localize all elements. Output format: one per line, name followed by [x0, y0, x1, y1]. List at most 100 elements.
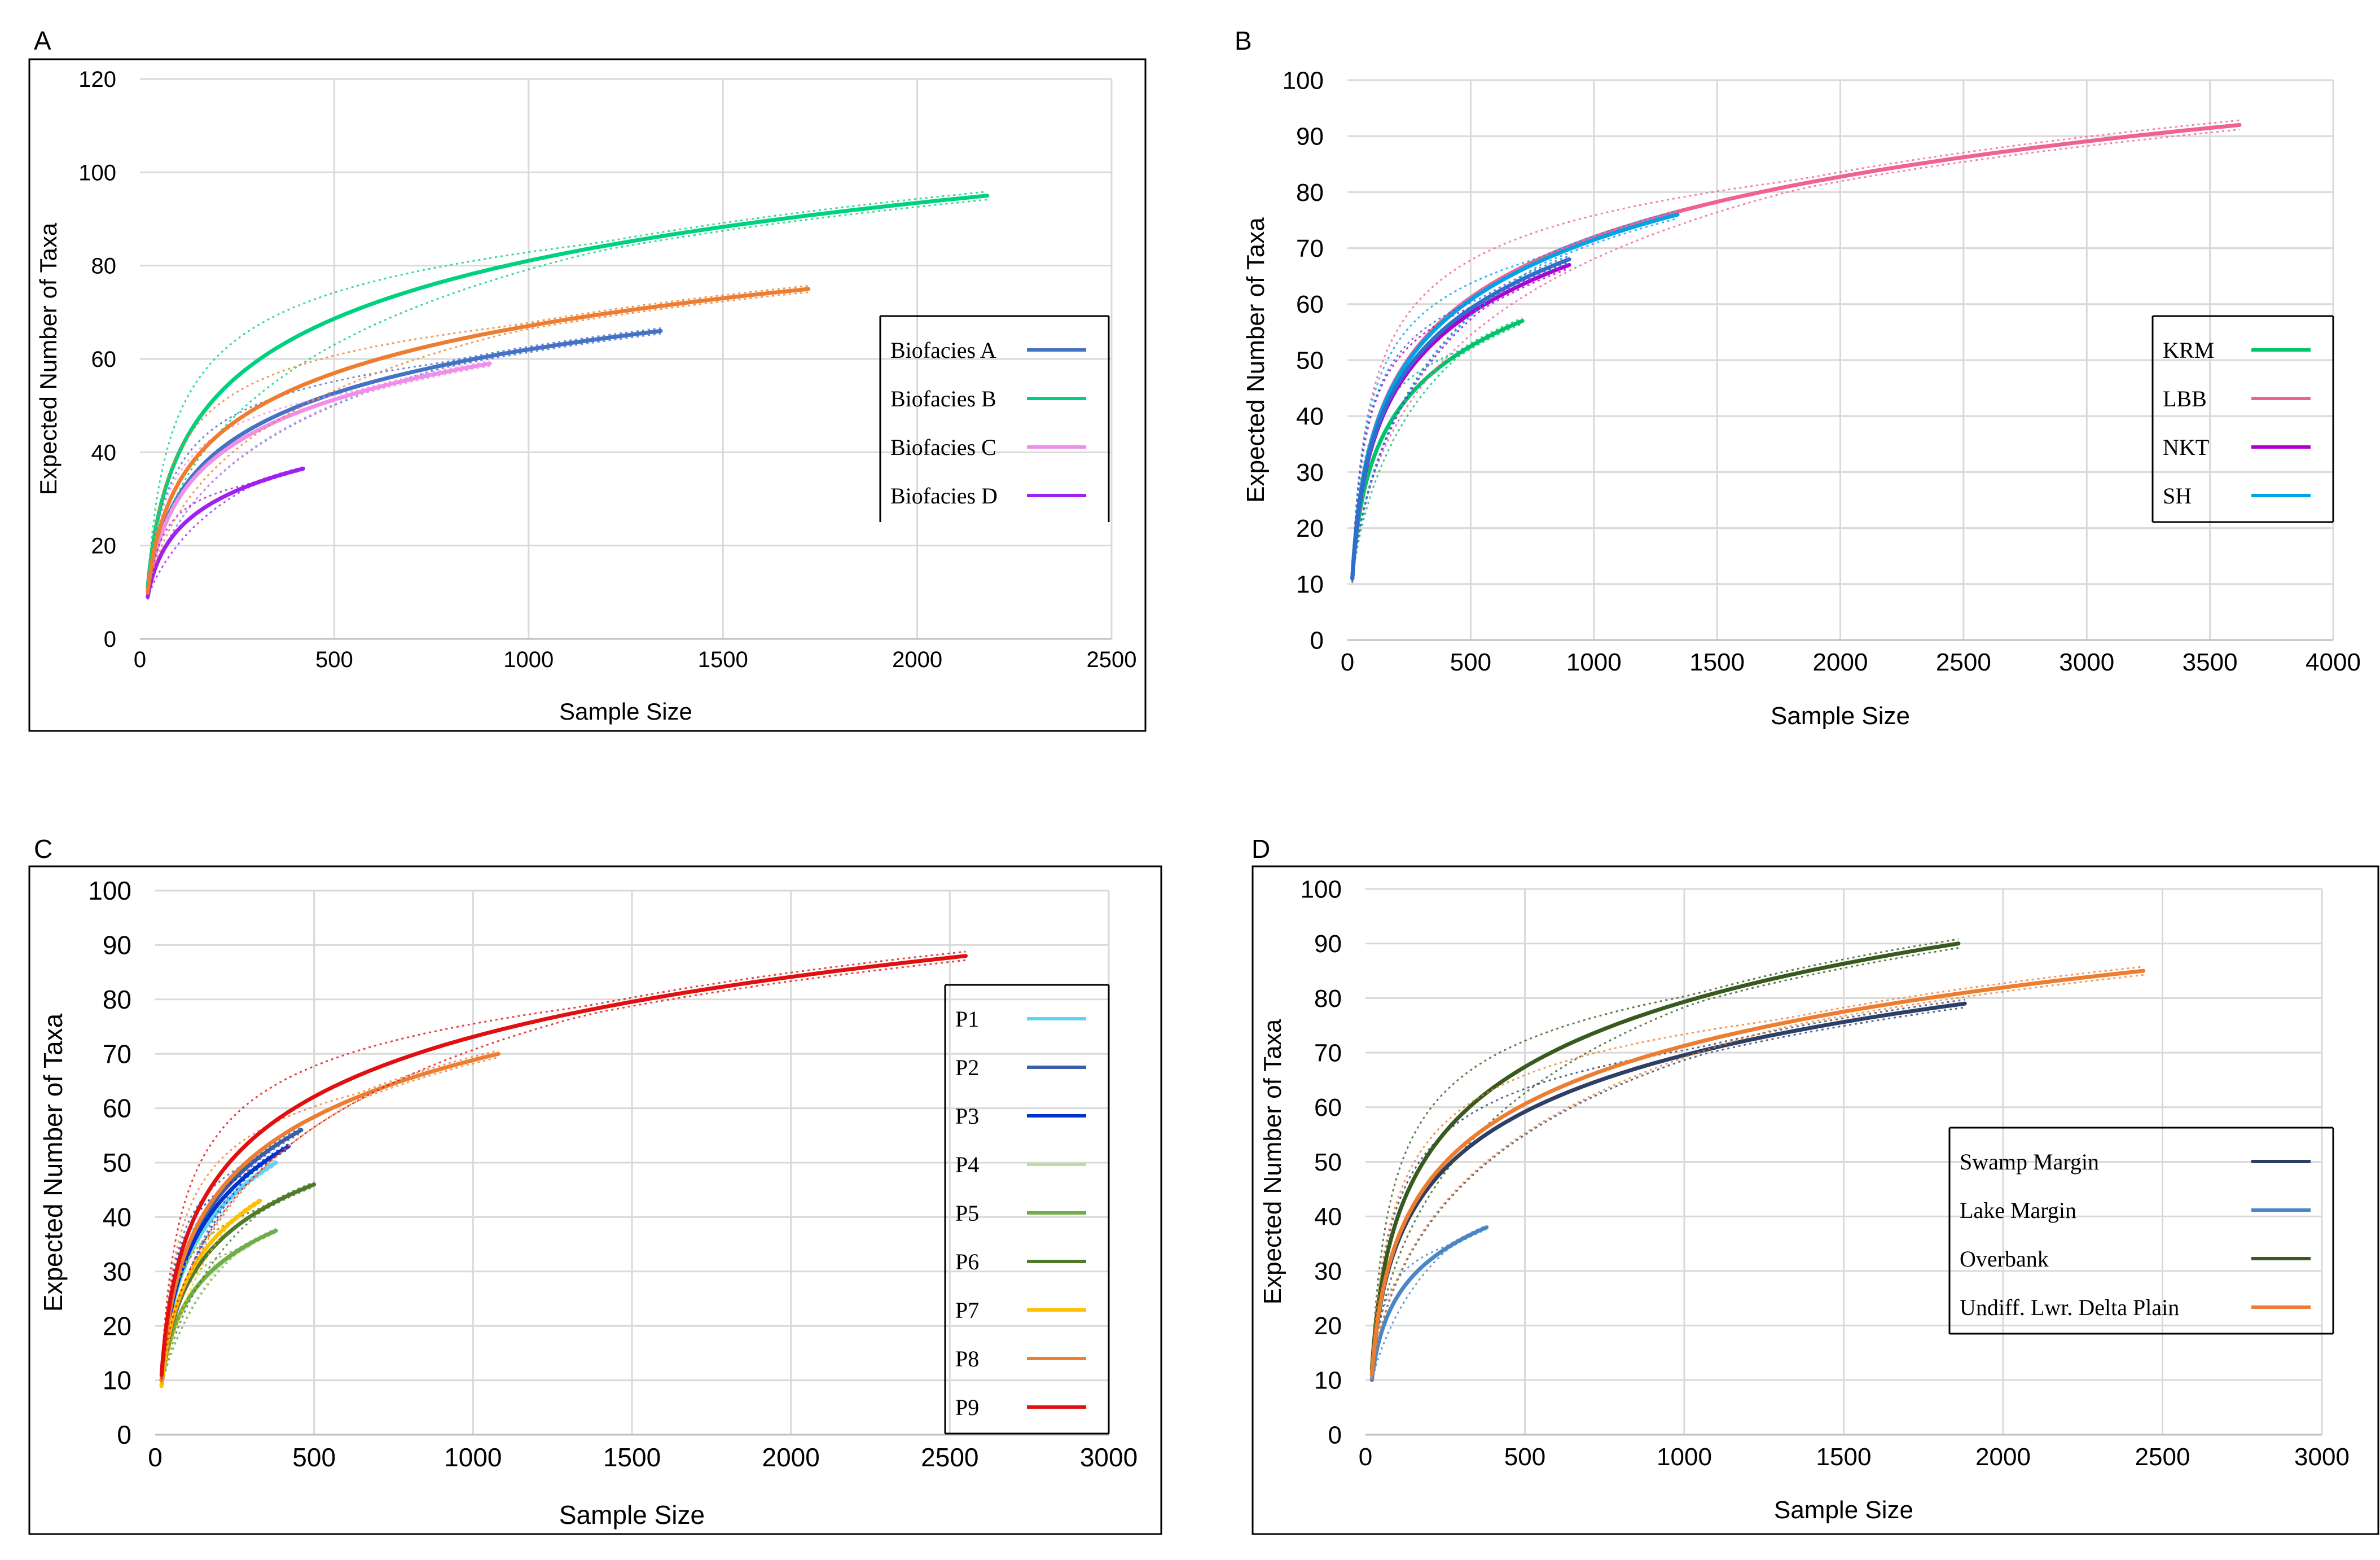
- y-tick-label: 90: [103, 931, 131, 960]
- legend-entry-label: P7: [955, 1298, 979, 1323]
- x-tick-label: 2500: [1087, 647, 1137, 672]
- series-line: [146, 328, 663, 599]
- upper-confidence-line: [147, 327, 661, 594]
- x-tick-label: 500: [315, 647, 353, 672]
- upper-confidence-line: [1371, 998, 1965, 1371]
- lower-confidence-line: [160, 1056, 499, 1384]
- upper-confidence-line: [1351, 255, 1570, 575]
- series-line: [1350, 122, 2242, 581]
- x-axis-label: Sample Size: [1774, 1496, 1913, 1524]
- y-axis-label: Expected Number of Taxa: [38, 1013, 68, 1312]
- x-tick-label: 3000: [1080, 1443, 1138, 1472]
- y-tick-label: 20: [1314, 1312, 1342, 1340]
- lower-confidence-line: [147, 199, 987, 592]
- upper-confidence-line: [147, 191, 987, 584]
- y-tick-label: 120: [78, 67, 116, 92]
- x-tick-label: 1500: [1689, 648, 1745, 676]
- legend-entry-label: Lake Margin: [1960, 1198, 2076, 1223]
- x-tick-label: 2500: [921, 1443, 978, 1472]
- y-tick-label: 50: [1296, 347, 1324, 374]
- panel-letter: C: [34, 834, 52, 864]
- legend-entry-label: P3: [955, 1103, 979, 1129]
- panel-frame: [1252, 865, 2379, 1535]
- y-tick-label: 10: [103, 1366, 131, 1395]
- y-tick-label: 70: [103, 1039, 131, 1068]
- x-axis-label: Sample Size: [1771, 702, 1910, 730]
- lower-confidence-line: [1371, 1228, 1487, 1382]
- lower-confidence-line: [1351, 129, 2240, 584]
- legend-entry-label: SH: [2163, 483, 2192, 509]
- x-tick-label: 2000: [892, 647, 942, 672]
- series-overbank: [1369, 938, 1961, 1374]
- legend-entry-label: P4: [955, 1152, 979, 1177]
- x-tick-label: 2000: [762, 1443, 819, 1472]
- x-tick-label: 1500: [603, 1443, 661, 1472]
- series-line: [1350, 257, 1571, 581]
- series-line: [1369, 941, 1961, 1371]
- lower-confidence-line: [1371, 974, 2144, 1379]
- panel-letter: B: [1235, 26, 1252, 55]
- legend-entry-label: P2: [955, 1055, 979, 1080]
- y-tick-label: 40: [103, 1203, 131, 1232]
- lower-confidence-line: [1351, 262, 1570, 582]
- series-line: [1350, 262, 1571, 581]
- upper-confidence-line: [1351, 119, 2240, 574]
- x-tick-label: 3000: [2059, 648, 2114, 676]
- legend: P1 P2 P3 P4 P5 P6 P7 P8 P9: [944, 984, 1110, 1435]
- x-tick-label: 0: [1341, 648, 1354, 676]
- y-tick-label: 70: [1314, 1040, 1342, 1067]
- y-tick-label: 20: [91, 534, 117, 559]
- x-tick-label: 2000: [1813, 648, 1868, 676]
- series-p9: [159, 950, 968, 1379]
- y-tick-label: 60: [1296, 291, 1324, 318]
- y-tick-label: 100: [1283, 67, 1324, 94]
- chart-panel-b: B 0 500 1000 1500 2000 2500 3000 3500 4000 0 10 20 30…: [1235, 26, 2361, 730]
- lower-confidence-line: [1351, 323, 1523, 582]
- y-tick-label: 80: [91, 254, 117, 279]
- legend: Swamp Margin Lake Margin Overbank Undiff. L…: [1948, 1127, 2334, 1335]
- y-tick-label: 20: [103, 1311, 131, 1340]
- x-tick-label: 1000: [503, 647, 554, 672]
- series-unlabeled-4: [146, 284, 811, 596]
- legend-entry-label: Biofacies D: [890, 483, 998, 509]
- upper-confidence-line: [160, 1049, 499, 1377]
- chart-panel-a: A 0 500 1000 1500 2000 2500 0 20 40 60 80 100 120 Samp…: [28, 26, 1147, 732]
- y-tick-label: 80: [103, 985, 131, 1014]
- legend-entry-label: Biofacies A: [890, 338, 996, 363]
- lower-confidence-line: [147, 469, 304, 599]
- panel-letter: A: [34, 26, 51, 55]
- lower-confidence-line: [147, 291, 809, 596]
- legend-entry-label: Overbank: [1960, 1246, 2049, 1272]
- panel-frame: [28, 865, 1162, 1535]
- chart-panel-d: D 0 500 1000 1500 2000 2500 3000 0 10 20 30 40 50 60 70…: [1252, 834, 2379, 1535]
- series-nkt: [1350, 260, 1571, 582]
- y-tick-label: 90: [1314, 930, 1342, 958]
- y-tick-label: 80: [1314, 985, 1342, 1013]
- y-tick-label: 40: [91, 440, 117, 465]
- x-tick-label: 1500: [698, 647, 748, 672]
- series-line: [1369, 1001, 1967, 1377]
- series-undiff-lwr-delta-plain: [1369, 966, 2146, 1379]
- series-line: [159, 954, 968, 1377]
- x-tick-label: 1500: [1816, 1443, 1872, 1471]
- legend-entry-label: Biofacies B: [890, 386, 996, 411]
- y-tick-label: 10: [1296, 571, 1324, 598]
- y-tick-label: 30: [103, 1257, 131, 1286]
- y-tick-label: 80: [1296, 179, 1324, 207]
- lower-confidence-line: [160, 959, 966, 1379]
- upper-confidence-line: [147, 360, 490, 595]
- x-tick-label: 0: [1359, 1443, 1372, 1471]
- x-tick-label: 1000: [1566, 648, 1622, 676]
- y-tick-label: 90: [1296, 123, 1324, 151]
- x-tick-label: 3500: [2183, 648, 2238, 676]
- series-biofacies-d: [146, 466, 305, 599]
- x-tick-label: 3000: [2294, 1443, 2350, 1471]
- y-tick-label: 40: [1314, 1203, 1342, 1231]
- legend-entry-label: KRM: [2163, 338, 2214, 363]
- x-axis-label: Sample Size: [559, 1500, 705, 1530]
- y-tick-label: 70: [1296, 235, 1324, 262]
- legend-entry-label: P5: [955, 1200, 979, 1226]
- x-tick-label: 1000: [444, 1443, 502, 1472]
- series-biofacies-a: [146, 327, 663, 600]
